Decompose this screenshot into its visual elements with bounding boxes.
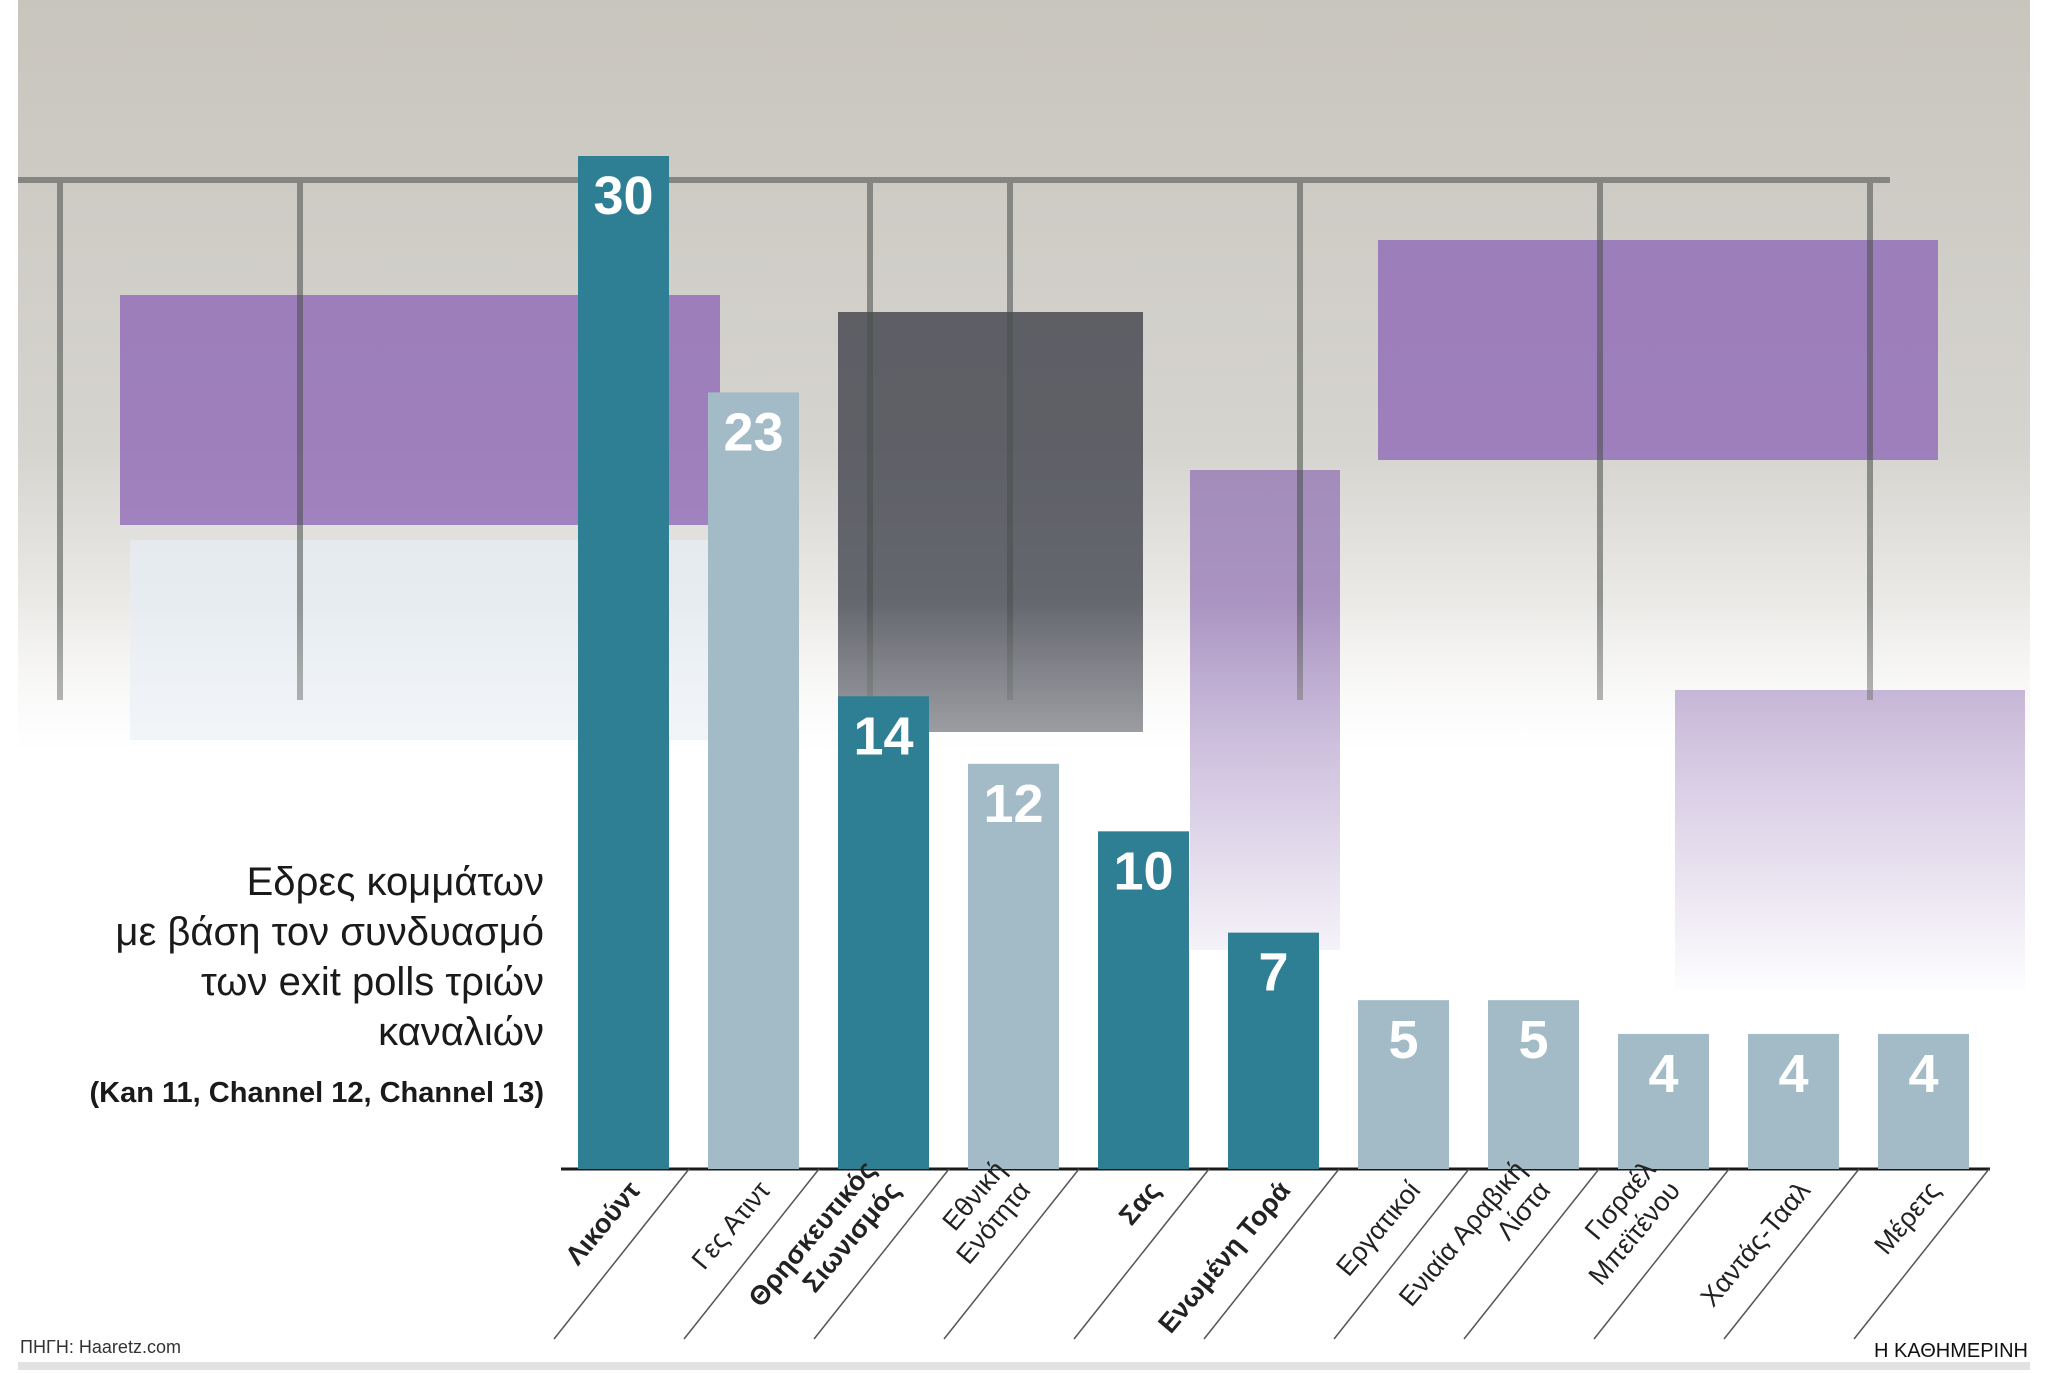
chart-subtitle: (Kan 11, Channel 12, Channel 13) xyxy=(90,1077,544,1109)
category-separator xyxy=(1463,1168,1600,1340)
x-tick-label: Ενιαία ΑραβικήΛίστα xyxy=(1393,1155,1556,1333)
x-tick-label: ΓισραέλΜπεϊτένου xyxy=(1558,1155,1686,1291)
value-label: 23 xyxy=(723,402,783,462)
x-tick-label: ΕθνικήΕνότητα xyxy=(926,1155,1036,1270)
footer-bar xyxy=(18,1362,2030,1370)
x-tick-label-group: Εργατικοί xyxy=(1330,1176,1426,1282)
bar xyxy=(968,763,1059,1169)
bar xyxy=(1618,1033,1709,1169)
category-separator xyxy=(683,1168,820,1340)
bar xyxy=(708,392,799,1169)
category-separator xyxy=(943,1168,1080,1340)
chart-title: Εδρες κομμάτων με βάση τον συνδυασμό των e… xyxy=(115,860,544,1054)
category-separator xyxy=(1333,1168,1470,1340)
bar xyxy=(1358,1000,1449,1169)
bar xyxy=(1748,1033,1839,1169)
value-label: 12 xyxy=(983,774,1043,834)
bar xyxy=(1228,932,1319,1169)
x-tick-label-group: Ενιαία ΑραβικήΛίστα xyxy=(1393,1155,1556,1333)
x-tick-label: Χαντάς-Τααλ xyxy=(1695,1175,1817,1312)
category-separator xyxy=(1853,1168,1990,1340)
bar xyxy=(578,156,669,1169)
value-label: 14 xyxy=(853,706,913,766)
x-tick-label: Γες Ατιντ xyxy=(686,1175,777,1275)
x-tick-label: Μέρετς xyxy=(1868,1176,1946,1261)
x-tick-label-group: Χαντάς-Τααλ xyxy=(1695,1175,1817,1312)
value-label: 4 xyxy=(1778,1044,1808,1104)
value-label: 7 xyxy=(1258,943,1288,1003)
value-label: 10 xyxy=(1113,841,1173,901)
x-tick-label-group: ΓισραέλΜπεϊτένου xyxy=(1558,1155,1686,1291)
category-separator xyxy=(1593,1168,1730,1340)
bar xyxy=(838,696,929,1169)
x-tick-label: Σας xyxy=(1113,1176,1166,1231)
x-tick-label: Λικούντ xyxy=(560,1176,647,1271)
value-label: 5 xyxy=(1388,1010,1418,1070)
source: ΠΗΓΗ: Haaretz.com xyxy=(20,1337,181,1357)
x-tick-label-group: Μέρετς xyxy=(1868,1176,1946,1261)
x-tick-label: Εργατικοί xyxy=(1330,1176,1426,1282)
brand: Η ΚΑΘΗΜΕΡΙΝΗ xyxy=(1874,1340,2028,1362)
x-tick-label-group: Σας xyxy=(1113,1176,1166,1231)
value-label: 5 xyxy=(1518,1010,1548,1070)
value-label: 30 xyxy=(593,166,653,226)
category-separator xyxy=(553,1168,690,1340)
x-tick-label: ΘρησκευτικόςΣιωνισμός xyxy=(743,1155,907,1333)
bar xyxy=(1878,1033,1969,1169)
category-separator xyxy=(1203,1168,1340,1340)
category-separator xyxy=(1723,1168,1860,1340)
category-separator xyxy=(1073,1168,1210,1340)
value-label: 4 xyxy=(1648,1044,1678,1104)
x-tick-label-group: ΕθνικήΕνότητα xyxy=(926,1155,1037,1270)
x-tick-label-group: ΘρησκευτικόςΣιωνισμός xyxy=(743,1155,907,1333)
bar xyxy=(1488,1000,1579,1169)
category-separator xyxy=(813,1168,950,1340)
x-tick-label-group: Λικούντ xyxy=(560,1176,647,1271)
x-tick-label-group: Γες Ατιντ xyxy=(686,1175,777,1275)
value-label: 4 xyxy=(1908,1044,1938,1104)
bar xyxy=(1098,831,1189,1169)
